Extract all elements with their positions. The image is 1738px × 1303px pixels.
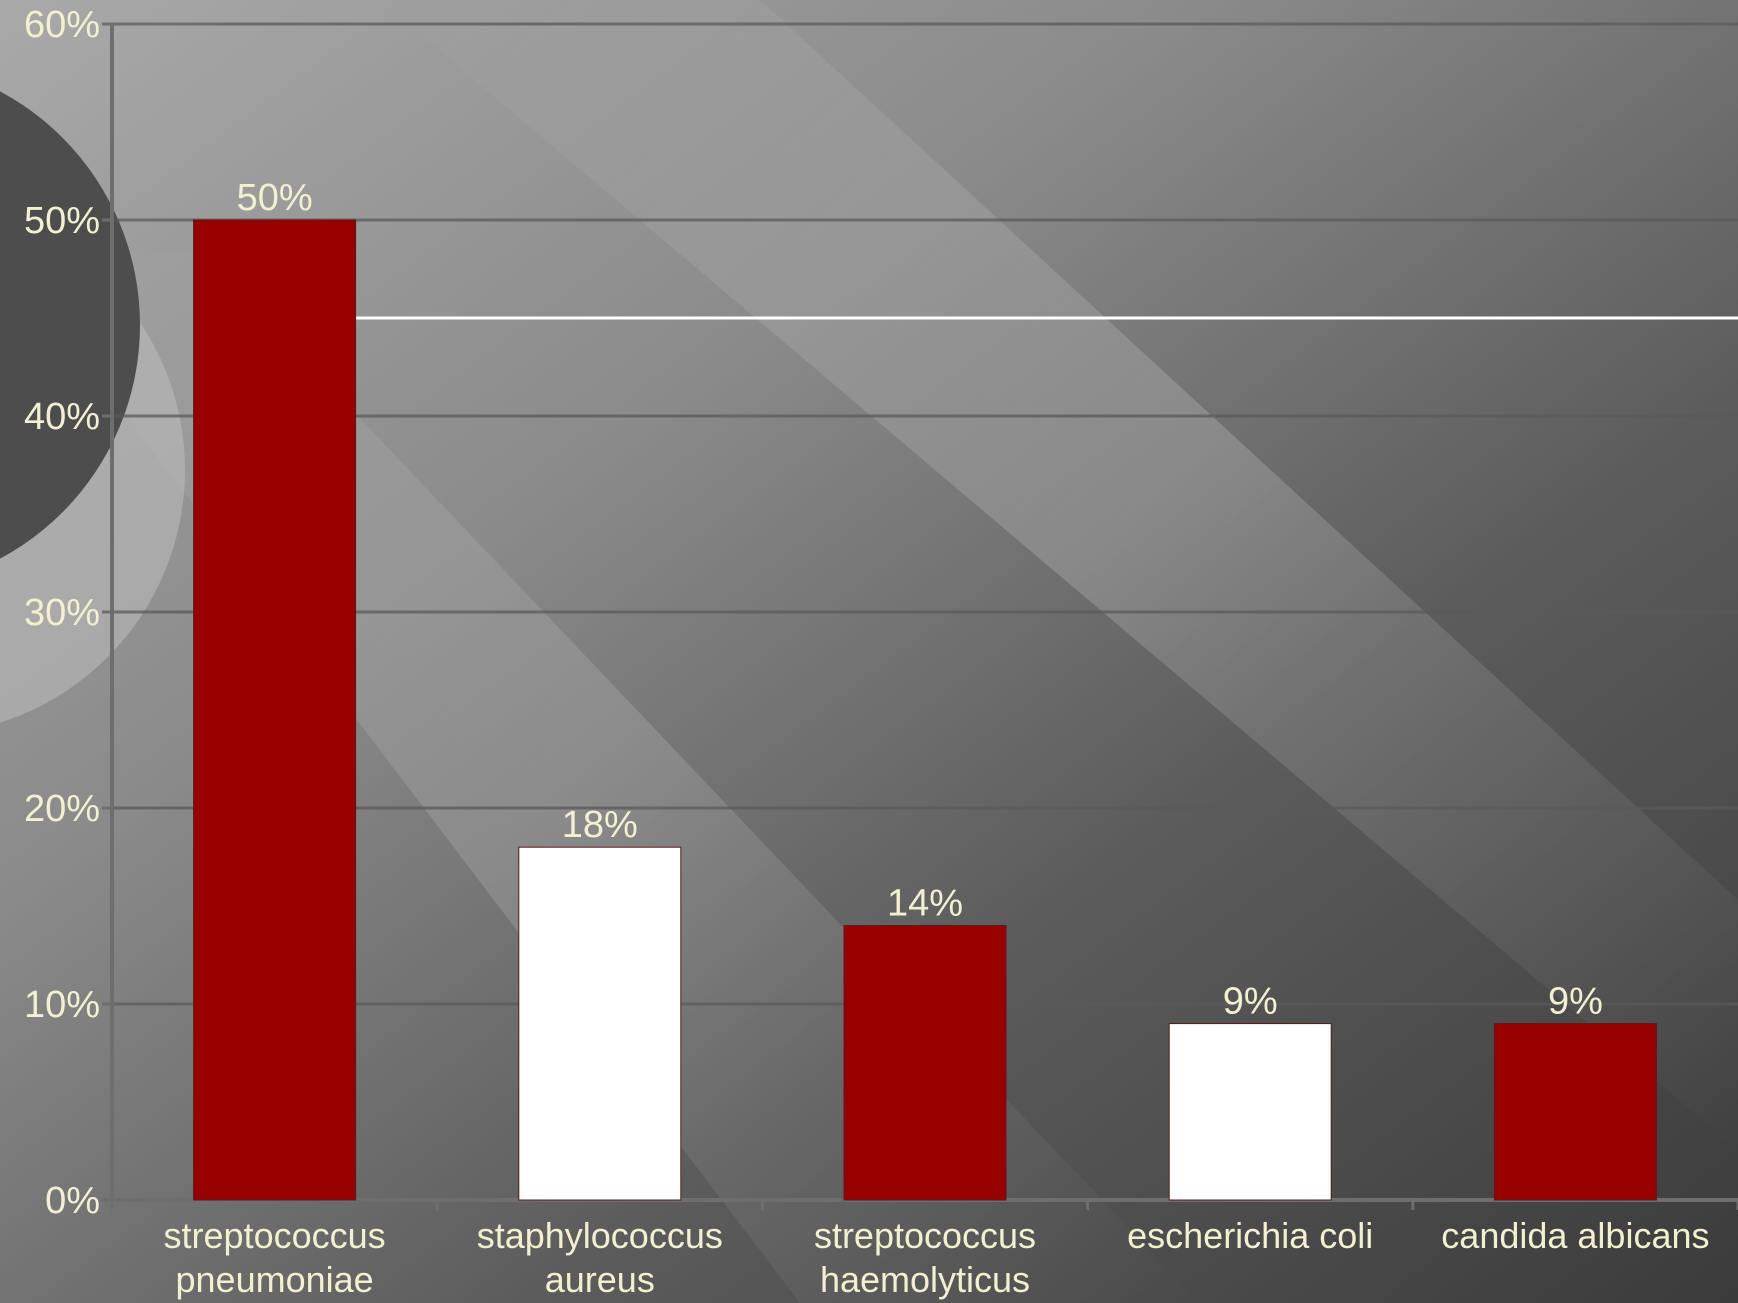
- bar: [1493, 1023, 1657, 1201]
- y-tick-label: 0%: [45, 1180, 100, 1222]
- category-label: candida albicans: [1441, 1215, 1709, 1256]
- data-label: 9%: [1223, 981, 1278, 1023]
- data-label: 50%: [237, 177, 313, 219]
- y-tick-label: 40%: [24, 396, 100, 438]
- data-labels: 50% 18% 14% 9% 9%: [237, 177, 1603, 1023]
- y-tick-label: 10%: [24, 984, 100, 1026]
- category-label: streptococcus: [164, 1215, 386, 1256]
- category-label: aureus: [545, 1259, 655, 1300]
- bar: [843, 925, 1007, 1201]
- y-tick-label: 30%: [24, 592, 100, 634]
- chart-bars: [193, 219, 1657, 1201]
- category-label: streptococcus: [814, 1215, 1036, 1256]
- category-label: staphylococcus: [477, 1215, 723, 1256]
- x-axis-category-labels: streptococcuspneumoniaestaphylococcusaur…: [164, 1215, 1710, 1300]
- bar: [193, 219, 357, 1201]
- y-tick-label: 60%: [24, 4, 100, 46]
- y-axis-tick-labels: 0% 10% 20% 30% 40% 50% 60%: [24, 4, 100, 1222]
- data-label: 9%: [1548, 981, 1603, 1023]
- data-label: 14%: [887, 883, 963, 925]
- chart-gridlines: [112, 22, 1738, 1006]
- y-tick-label: 50%: [24, 200, 100, 242]
- y-tick-label: 20%: [24, 788, 100, 830]
- category-label: escherichia coli: [1127, 1215, 1373, 1256]
- data-label: 18%: [562, 804, 638, 846]
- bar: [1168, 1023, 1332, 1201]
- category-label: haemolyticus: [820, 1259, 1030, 1300]
- category-label: pneumoniae: [176, 1259, 374, 1300]
- bar: [518, 846, 682, 1201]
